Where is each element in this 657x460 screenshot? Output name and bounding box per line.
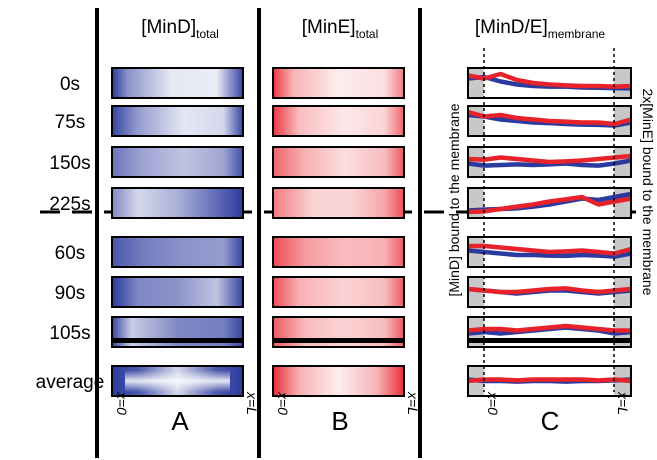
mine-kymograph-row xyxy=(273,68,404,98)
header-mine-total: [MinE]total xyxy=(302,17,379,41)
mine-kymograph-row xyxy=(273,188,404,218)
mine-profile-line xyxy=(467,194,632,215)
mind-kymograph-row xyxy=(112,106,243,136)
average-separator-c xyxy=(468,338,631,343)
mine-profile-line xyxy=(467,323,631,333)
row-label: 0s xyxy=(60,74,80,95)
mine-profile-line xyxy=(467,153,632,165)
panel-label-b: B xyxy=(331,406,348,436)
side-label-mine: 2x[MinE] bound to the membrane xyxy=(640,88,656,295)
mine-kymograph-row xyxy=(273,147,404,177)
axis-label-xL-a: x=L xyxy=(244,391,260,415)
mine-kymograph-row xyxy=(273,277,404,307)
axis-label-xL-b: x=L xyxy=(405,391,421,415)
mine-kymograph-row xyxy=(273,237,404,267)
mind-kymograph-row xyxy=(112,188,243,218)
mind-profile-line xyxy=(467,248,632,259)
panel-label-c: C xyxy=(541,406,560,436)
row-label: 225s xyxy=(49,194,90,215)
mind-kymograph-row xyxy=(112,147,243,177)
row-label: 150s xyxy=(49,153,90,174)
mine-profile-line xyxy=(467,377,632,384)
axis-label-x0-c: x=0 xyxy=(485,391,501,415)
row-label: 105s xyxy=(49,323,90,344)
header-mind-e-membrane: [MinD/E]membrane xyxy=(475,17,606,41)
mind-kymograph-row xyxy=(112,237,243,267)
axis-label-x0-a: x=0 xyxy=(114,391,130,415)
mine-profile-line xyxy=(467,286,632,295)
mine-kymograph-row xyxy=(273,106,404,136)
header-mind-total: [MinD]total xyxy=(141,17,219,41)
axis-label-x0-b: x=0 xyxy=(275,391,291,415)
side-label-mind: [MinD] bound to the membrane xyxy=(446,103,462,296)
row-label: 75s xyxy=(55,112,86,133)
mine-profile-line xyxy=(467,109,632,127)
average-separator-a xyxy=(112,338,243,343)
axis-label-xL-c: x=L xyxy=(615,391,631,415)
row-label: 60s xyxy=(55,243,86,264)
mine-profile-line xyxy=(468,243,632,256)
mind-kymograph-row xyxy=(112,68,243,98)
row-label: 90s xyxy=(55,283,86,304)
average-separator-b xyxy=(273,338,404,343)
row-label: average xyxy=(36,372,105,393)
mind-profile-line xyxy=(467,158,632,168)
mine-profile-line xyxy=(467,71,632,89)
panel-label-a: A xyxy=(171,406,189,436)
mind-kymograph-row xyxy=(112,277,243,307)
mine-kymograph-row xyxy=(273,366,404,396)
